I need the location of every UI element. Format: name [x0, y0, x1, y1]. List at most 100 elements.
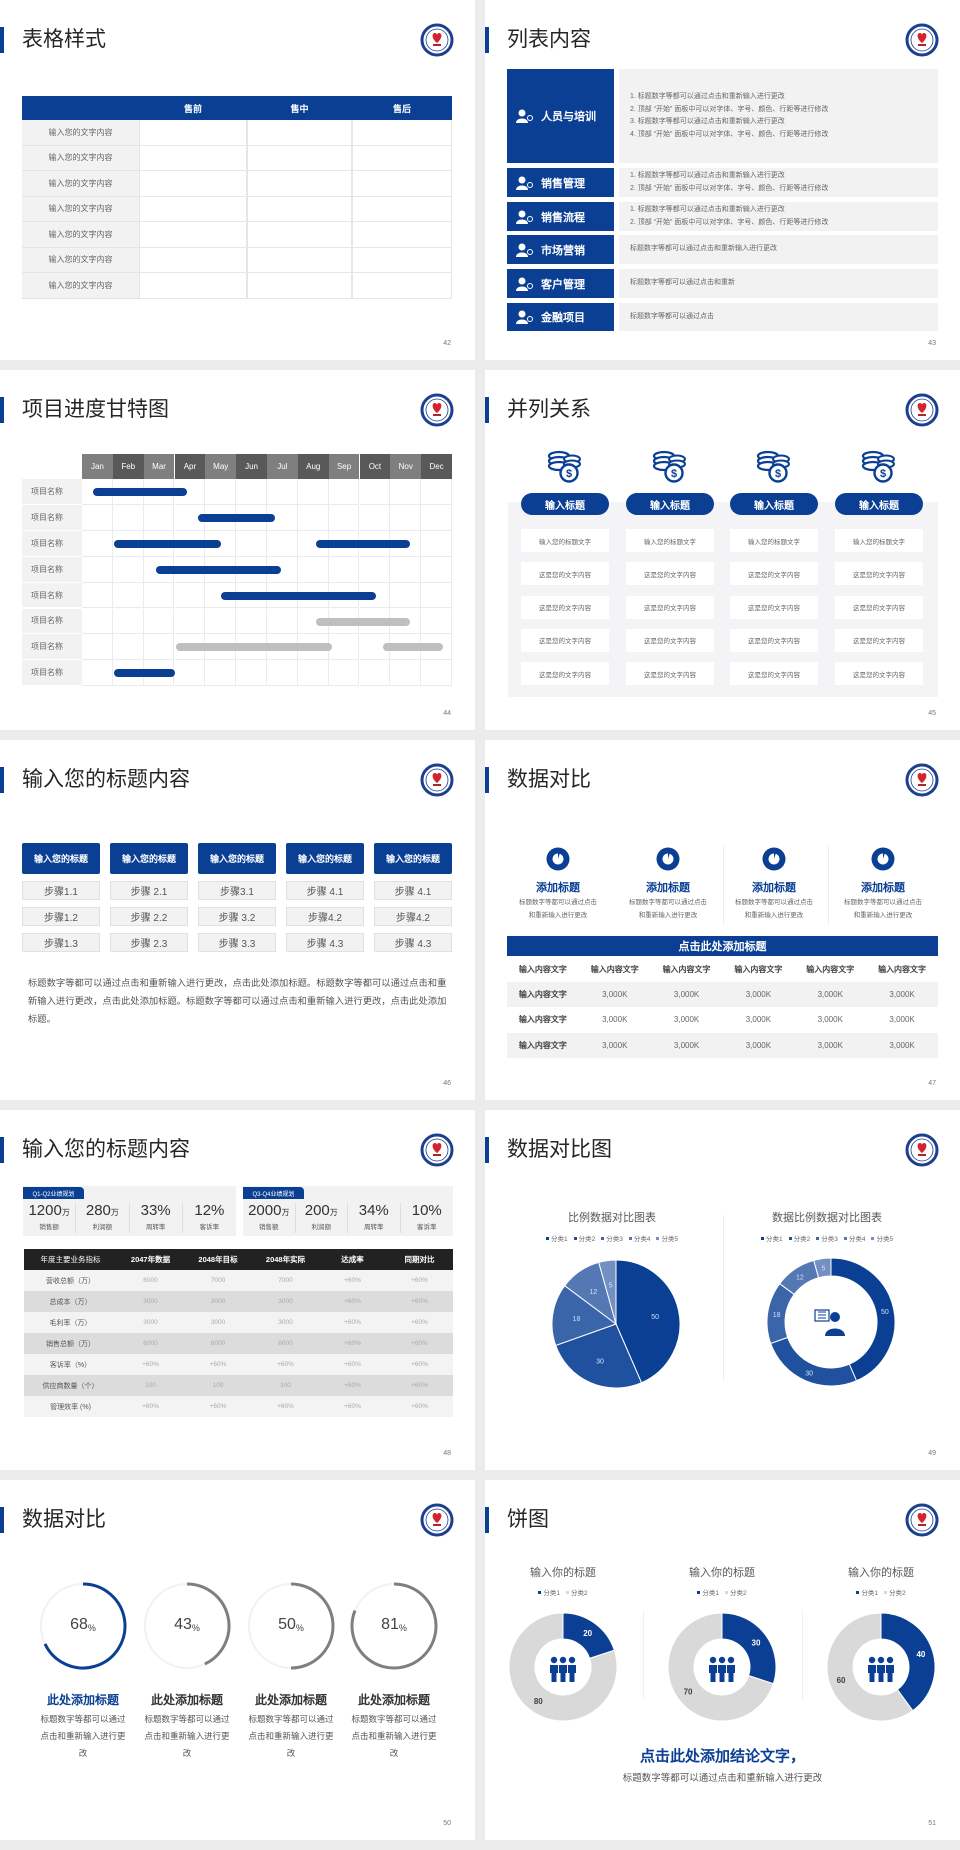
- content-cell[interactable]: 输入您的标题文字: [835, 529, 923, 552]
- step-box[interactable]: 步骤4.2: [286, 907, 364, 926]
- table-cell[interactable]: [247, 145, 352, 171]
- content-cell[interactable]: 这是您的文字内容: [521, 562, 609, 586]
- column-heading-pill[interactable]: 输入标题: [835, 493, 923, 515]
- content-cell[interactable]: 这是您的文字内容: [835, 562, 923, 586]
- list-label-box[interactable]: 市场营销: [507, 235, 614, 264]
- content-cell[interactable]: 这是您的文字内容: [835, 628, 923, 652]
- list-label-box[interactable]: 客户管理: [507, 269, 614, 298]
- gantt-bar[interactable]: [92, 488, 187, 496]
- column-heading-pill[interactable]: 输入标题: [626, 493, 714, 515]
- table-cell[interactable]: [139, 171, 247, 197]
- step-box[interactable]: 步骤 2.3: [110, 933, 188, 952]
- table-cell[interactable]: [247, 273, 352, 299]
- gantt-bar[interactable]: [316, 617, 411, 626]
- table-cell[interactable]: [139, 222, 247, 248]
- step-box[interactable]: 步骤 4.1: [374, 881, 452, 900]
- gantt-bar[interactable]: [114, 539, 221, 548]
- table-cell[interactable]: [247, 222, 352, 248]
- table-cell[interactable]: [247, 120, 352, 146]
- step-box[interactable]: 步骤1.1: [22, 881, 100, 900]
- content-cell[interactable]: 这是您的文字内容: [730, 562, 818, 586]
- slide-title[interactable]: 列表内容: [507, 28, 591, 51]
- content-cell[interactable]: 这是您的文字内容: [626, 628, 714, 652]
- table-cell[interactable]: [139, 247, 247, 273]
- content-cell[interactable]: 这是您的文字内容: [521, 628, 609, 652]
- step-box[interactable]: 步骤 4.3: [374, 933, 452, 952]
- donut-slice-分类1[interactable]: [880, 1612, 936, 1712]
- step-box[interactable]: 步骤1.3: [22, 933, 100, 952]
- column-heading-pill[interactable]: 输入标题: [521, 493, 609, 515]
- list-label-box[interactable]: 销售管理: [507, 168, 614, 197]
- slide-title[interactable]: 数据对比图: [507, 1138, 612, 1161]
- slide-title[interactable]: 数据对比: [22, 1508, 106, 1531]
- step-box[interactable]: 步骤 2.2: [110, 907, 188, 926]
- column-heading-pill[interactable]: 输入标题: [730, 493, 818, 515]
- list-label-box[interactable]: 人员与培训: [507, 69, 614, 163]
- table-cell[interactable]: [247, 171, 352, 197]
- table-cell[interactable]: [352, 247, 452, 273]
- pie-slice-分类3[interactable]: [766, 1282, 795, 1345]
- content-cell[interactable]: 输入您的标题文字: [521, 529, 609, 552]
- pie-slice-分类3[interactable]: [551, 1284, 618, 1347]
- table-cell[interactable]: [247, 247, 352, 273]
- gantt-bar[interactable]: [176, 643, 332, 652]
- slide-title[interactable]: 输入您的标题内容: [22, 768, 190, 791]
- step-column-heading[interactable]: 输入您的标题: [286, 843, 364, 874]
- content-cell[interactable]: 输入您的标题文字: [730, 529, 818, 552]
- step-column-heading[interactable]: 输入您的标题: [110, 843, 188, 874]
- table-cell[interactable]: [247, 196, 352, 222]
- slide-title[interactable]: 表格样式: [22, 28, 106, 51]
- pie-slice-分类5[interactable]: [598, 1259, 617, 1325]
- step-box[interactable]: 步骤 4.1: [286, 881, 364, 900]
- donut-slice-分类2[interactable]: [667, 1612, 774, 1722]
- pie-slice-分类2[interactable]: [555, 1323, 643, 1389]
- table-cell[interactable]: [352, 145, 452, 171]
- step-column-heading[interactable]: 输入您的标题: [198, 843, 276, 874]
- step-box[interactable]: 步骤 2.1: [110, 881, 188, 900]
- content-cell[interactable]: 这是您的文字内容: [730, 662, 818, 686]
- content-cell[interactable]: 这是您的文字内容: [521, 595, 609, 619]
- slide-title[interactable]: 并列关系: [507, 398, 591, 421]
- step-box[interactable]: 步骤4.2: [374, 907, 452, 926]
- slide-title[interactable]: 饼图: [507, 1508, 549, 1531]
- slide-title[interactable]: 输入您的标题内容: [22, 1138, 190, 1161]
- table-cell[interactable]: [139, 196, 247, 222]
- list-label-box[interactable]: 销售流程: [507, 202, 614, 231]
- table-cell[interactable]: [139, 145, 247, 171]
- table-cell[interactable]: [352, 222, 452, 248]
- gantt-bar[interactable]: [382, 643, 443, 652]
- step-box[interactable]: 步骤 3.2: [198, 907, 276, 926]
- gantt-bar[interactable]: [220, 591, 377, 600]
- step-column-heading[interactable]: 输入您的标题: [22, 843, 100, 874]
- table-cell[interactable]: [352, 171, 452, 197]
- table-cell[interactable]: [352, 273, 452, 299]
- step-box[interactable]: 步骤 3.3: [198, 933, 276, 952]
- content-cell[interactable]: 这是您的文字内容: [730, 628, 818, 652]
- step-box[interactable]: 步骤 4.3: [286, 933, 364, 952]
- content-cell[interactable]: 这是您的文字内容: [626, 662, 714, 686]
- step-box[interactable]: 步骤1.2: [22, 907, 100, 926]
- content-cell[interactable]: 这是您的文字内容: [835, 662, 923, 686]
- table-cell[interactable]: [352, 120, 452, 146]
- gantt-bar[interactable]: [197, 513, 275, 522]
- gantt-bar[interactable]: [316, 539, 411, 548]
- content-cell[interactable]: 这是您的文字内容: [626, 595, 714, 619]
- content-cell[interactable]: 输入您的标题文字: [626, 529, 714, 552]
- pie-slice-分类1[interactable]: [615, 1259, 681, 1384]
- table-cell[interactable]: [139, 120, 247, 146]
- content-cell[interactable]: 这是您的文字内容: [730, 595, 818, 619]
- pie-slice-分类5[interactable]: [813, 1257, 832, 1279]
- pie-slice-分类2[interactable]: [770, 1336, 858, 1387]
- gantt-bar[interactable]: [114, 669, 175, 678]
- pie-slice-分类1[interactable]: [830, 1257, 896, 1382]
- gantt-bar[interactable]: [156, 565, 281, 574]
- slide-title[interactable]: 项目进度甘特图: [22, 398, 169, 421]
- donut-slice-分类1[interactable]: [721, 1612, 777, 1685]
- step-column-heading[interactable]: 输入您的标题: [374, 843, 452, 874]
- step-box[interactable]: 步骤3.1: [198, 881, 276, 900]
- content-cell[interactable]: 这是您的文字内容: [626, 562, 714, 586]
- content-cell[interactable]: 这是您的文字内容: [521, 662, 609, 686]
- donut-slice-分类2[interactable]: [826, 1612, 914, 1722]
- content-cell[interactable]: 这是您的文字内容: [835, 595, 923, 619]
- slide-title[interactable]: 数据对比: [507, 768, 591, 791]
